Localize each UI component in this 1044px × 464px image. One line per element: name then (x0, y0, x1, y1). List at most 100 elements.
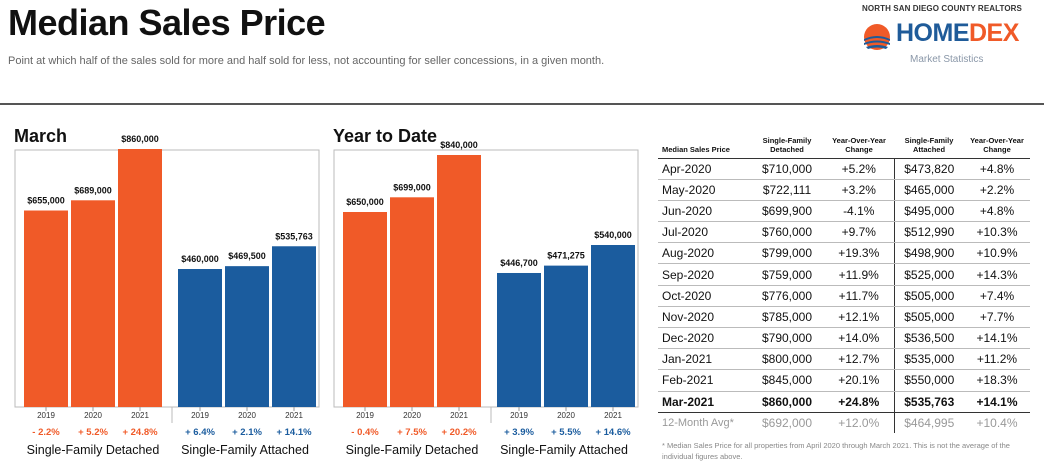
cell-sfd-price: $722,111 (750, 179, 824, 201)
bar (272, 246, 316, 407)
header-divider (0, 103, 1044, 105)
col-header-sfa: Single-Family Attached (894, 130, 964, 159)
yoy-change-label: + 14.1% (276, 427, 312, 438)
plot-frame (14, 149, 320, 408)
bar-value-label: $446,700 (500, 258, 538, 268)
cell-month: Jan-2021 (658, 348, 750, 371)
table-row: Sep-2020 $759,000 +11.9% $525,000 +14.3% (658, 263, 1030, 286)
x-tick-label: 2021 (285, 411, 303, 420)
cell-sfd-price: $710,000 (750, 158, 824, 180)
ytd-chart: $650,000 2019 - 0.4% $699,000 2020 + 7.5% $840… (333, 140, 639, 457)
col-header-sfa-change: Year-Over-Year Change (964, 130, 1030, 159)
table-row: Mar-2021 $860,000 +24.8% $535,763 +14.1% (658, 391, 1030, 413)
table-row: Feb-2021 $845,000 +20.1% $550,000 +18.3% (658, 369, 1030, 392)
table-row: Aug-2020 $799,000 +19.3% $498,900 +10.9% (658, 242, 1030, 265)
cell-sfd-change: +9.7% (824, 221, 894, 244)
bar-value-label: $840,000 (440, 140, 478, 150)
cell-sfd-price: $790,000 (750, 327, 824, 350)
cell-sfd-change: +14.0% (824, 327, 894, 350)
cell-sfa-change: +18.3% (964, 369, 1030, 392)
bar-value-label: $860,000 (121, 134, 159, 144)
cell-sfa-change: +14.3% (964, 263, 1030, 286)
page-title: Median Sales Price (8, 2, 326, 43)
table-body: Apr-2020 $710,000 +5.2% $473,820 +4.8% May-20… (658, 158, 1030, 434)
cell-sfa-price: $505,000 (893, 285, 964, 307)
table-footnote: * Median Sales Price for all properties … (662, 441, 1010, 462)
group-label: Single-Family Attached (500, 443, 628, 457)
x-tick-label: 2019 (510, 411, 528, 420)
bar-value-label: $699,000 (393, 182, 431, 192)
cell-sfa-price: $525,000 (893, 263, 964, 286)
bar-value-label: $460,000 (181, 254, 219, 264)
cell-sfd-price: $860,000 (750, 391, 824, 413)
cell-sfa-change: +14.1% (964, 391, 1030, 413)
cell-sfd-change: +11.9% (824, 263, 894, 286)
table-row: Nov-2020 $785,000 +12.1% $505,000 +7.7% (658, 306, 1030, 329)
bar (24, 210, 68, 407)
cell-sfa-change: +4.8% (964, 200, 1030, 223)
plot-frame (333, 149, 639, 408)
cell-sfa-price: $505,000 (893, 306, 964, 329)
yoy-change-label: + 2.1% (232, 427, 262, 438)
logo-brand: HOMEDEX (896, 19, 1019, 48)
yoy-change-label: + 3.9% (504, 427, 534, 438)
cell-sfa-change: +11.2% (964, 348, 1030, 371)
cell-sfa-price: $498,900 (893, 242, 964, 265)
logo-brand-dex: DEX (969, 19, 1019, 47)
bar (71, 200, 115, 407)
cell-sfd-price: $759,000 (750, 263, 824, 286)
cell-sfa-price: $512,990 (893, 221, 964, 244)
cell-month: Dec-2020 (658, 327, 750, 350)
x-tick-label: 2020 (557, 411, 575, 420)
ytd-chart-title: Year to Date (333, 126, 438, 146)
cell-sfa-price: $535,763 (893, 391, 964, 413)
yoy-change-label: - 2.2% (32, 427, 60, 438)
bar (118, 149, 162, 407)
table-row: Oct-2020 $776,000 +11.7% $505,000 +7.4% (658, 285, 1030, 307)
cell-sfa-price: $473,820 (893, 158, 964, 180)
page-subtitle: Point at which half of the sales sold fo… (8, 55, 605, 67)
bar (343, 212, 387, 407)
cell-sfa-change: +10.3% (964, 221, 1030, 244)
table-row: Jul-2020 $760,000 +9.7% $512,990 +10.3% (658, 221, 1030, 244)
cell-sfd-price: $845,000 (750, 369, 824, 392)
cell-sfd-change: +24.8% (824, 391, 894, 413)
cell-sfd-change: +12.1% (824, 306, 894, 329)
table-row: May-2020 $722,111 +3.2% $465,000 +2.2% (658, 179, 1030, 201)
logo-tagline: Market Statistics (910, 54, 984, 65)
x-tick-label: 2020 (84, 411, 102, 420)
logo-brand-home: HOME (896, 19, 970, 47)
yoy-change-label: + 20.2% (441, 427, 477, 438)
bar-value-label: $650,000 (346, 197, 384, 207)
x-tick-label: 2019 (37, 411, 55, 420)
bar-value-label: $540,000 (594, 230, 632, 240)
cell-month: Oct-2020 (658, 285, 750, 307)
monthly-median-price-table: Median Sales Price Single-Family Detache… (658, 130, 1030, 434)
group-label: Single-Family Detached (27, 443, 160, 457)
cell-sfd-change: +3.2% (824, 179, 894, 201)
cell-sfa-change: +10.4% (976, 416, 1018, 431)
cell-sfa-change: +4.8% (964, 158, 1030, 180)
x-tick-label: 2019 (191, 411, 209, 420)
march-chart: $655,000 2019 - 2.2% $689,000 2020 + 5.2% $860… (14, 134, 320, 457)
sunset-icon (864, 24, 890, 50)
cell-month: Apr-2020 (658, 158, 750, 180)
cell-sfa-change: +2.2% (964, 179, 1030, 201)
cell-sfd-price: $776,000 (750, 285, 824, 307)
bar-value-label: $471,275 (547, 251, 585, 261)
cell-sfd-change: -4.1% (824, 200, 894, 223)
x-tick-label: 2021 (450, 411, 468, 420)
x-tick-label: 2019 (356, 411, 374, 420)
cell-sfa-price: $495,000 (893, 200, 964, 223)
cell-sfa-price: $536,500 (893, 327, 964, 350)
cell-sfa-change: +7.4% (964, 285, 1030, 307)
yoy-change-label: + 5.2% (78, 427, 108, 438)
group-label: Single-Family Detached (346, 443, 479, 457)
cell-sfa-price: $550,000 (893, 369, 964, 392)
homedex-logo: NORTH SAN DIEGO COUNTY REALTORS HOMEDEX … (852, 4, 1032, 68)
bar (437, 155, 481, 407)
bar (178, 269, 222, 407)
bar (225, 266, 269, 407)
cell-month: Aug-2020 (658, 242, 750, 265)
yoy-change-label: + 24.8% (122, 427, 158, 438)
